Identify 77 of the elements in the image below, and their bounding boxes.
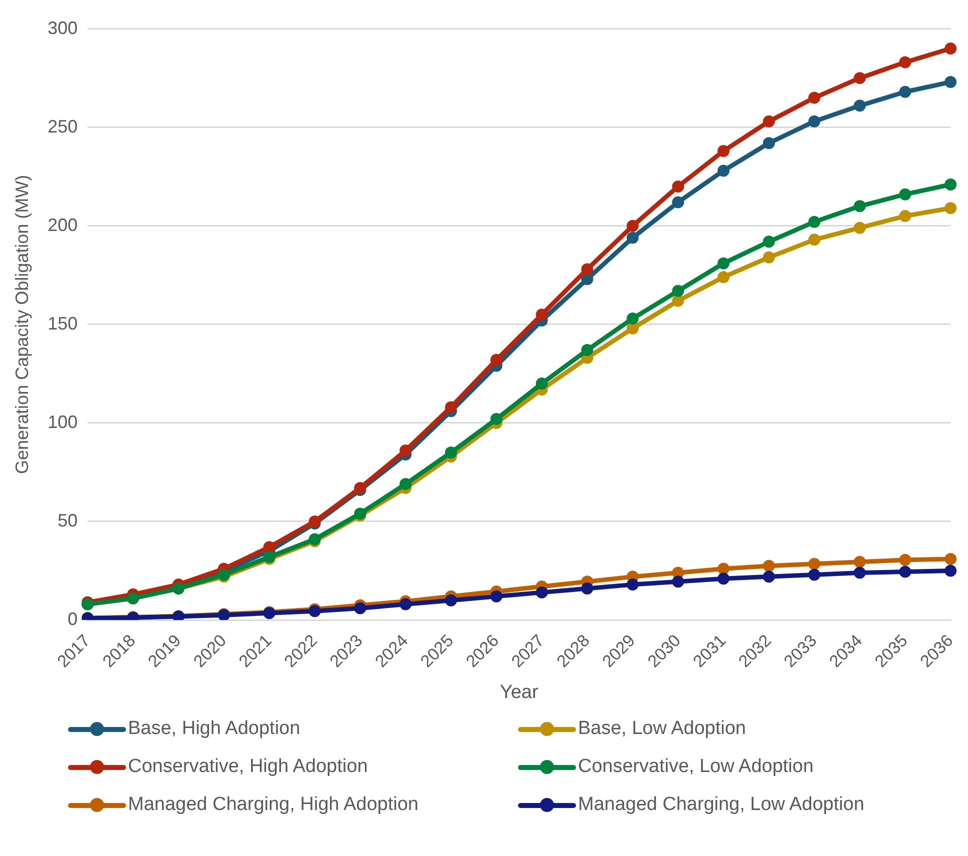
point [762, 560, 775, 572]
y-tick-label: 100 [48, 412, 78, 432]
point [899, 566, 912, 578]
y-tick-label: 200 [48, 214, 78, 235]
y-tick-label: 150 [48, 313, 78, 334]
point [626, 232, 639, 244]
point [762, 570, 775, 583]
point [263, 541, 276, 554]
y-tick-label: 0 [68, 609, 78, 629]
point [808, 216, 820, 228]
y-tick-label: 300 [48, 18, 78, 38]
point [854, 222, 866, 234]
point [899, 86, 912, 98]
point [808, 115, 820, 128]
point [490, 413, 502, 426]
y-tick-label: 250 [48, 116, 78, 136]
point [444, 594, 457, 606]
point [490, 354, 502, 366]
point [536, 308, 548, 321]
point [717, 271, 730, 284]
point [854, 200, 866, 212]
legend-label: Managed Charging, High Adoption [128, 794, 418, 816]
point [808, 92, 820, 104]
point [899, 210, 912, 222]
point [899, 56, 912, 68]
point [626, 312, 639, 325]
point [536, 378, 548, 390]
point [626, 322, 639, 334]
point [444, 446, 457, 459]
point [581, 263, 594, 276]
point [717, 257, 730, 270]
y-axis-title: Generation Capacity Obligation (MW) [12, 174, 32, 474]
point [581, 344, 594, 356]
point [899, 188, 912, 200]
point [354, 602, 366, 614]
legend-label: Base, High Adoption [128, 718, 300, 740]
point [672, 196, 684, 208]
point [944, 564, 957, 577]
point [762, 236, 775, 248]
legend-label: Managed Charging, Low Adoption [578, 794, 864, 816]
point [944, 178, 957, 190]
point [672, 180, 684, 192]
point [762, 251, 775, 264]
point [762, 115, 775, 128]
y-tick-label: 50 [58, 510, 78, 530]
point [626, 578, 639, 591]
point [854, 72, 866, 84]
point [854, 100, 866, 112]
point [536, 586, 548, 598]
point [672, 576, 684, 588]
point [490, 590, 502, 602]
legend-label: Conservative, High Adoption [128, 756, 368, 778]
point [717, 164, 730, 177]
x-axis-title: Year [500, 682, 539, 703]
point [717, 144, 730, 157]
point [944, 202, 957, 214]
legend-label: Conservative, Low Adoption [578, 756, 814, 778]
point [400, 444, 412, 457]
point [854, 556, 866, 568]
point [854, 566, 866, 579]
point [944, 552, 957, 565]
point [581, 582, 594, 594]
point [944, 76, 957, 88]
point [444, 401, 457, 414]
point [672, 294, 684, 307]
point [899, 554, 912, 566]
point [672, 284, 684, 297]
legend-label: Base, Low Adoption [578, 718, 746, 740]
point [762, 137, 775, 150]
point [400, 598, 412, 610]
point [944, 42, 957, 55]
point [717, 572, 730, 585]
point [808, 558, 820, 570]
point [400, 478, 412, 490]
point [808, 568, 820, 581]
point [626, 220, 639, 232]
point [808, 234, 820, 246]
